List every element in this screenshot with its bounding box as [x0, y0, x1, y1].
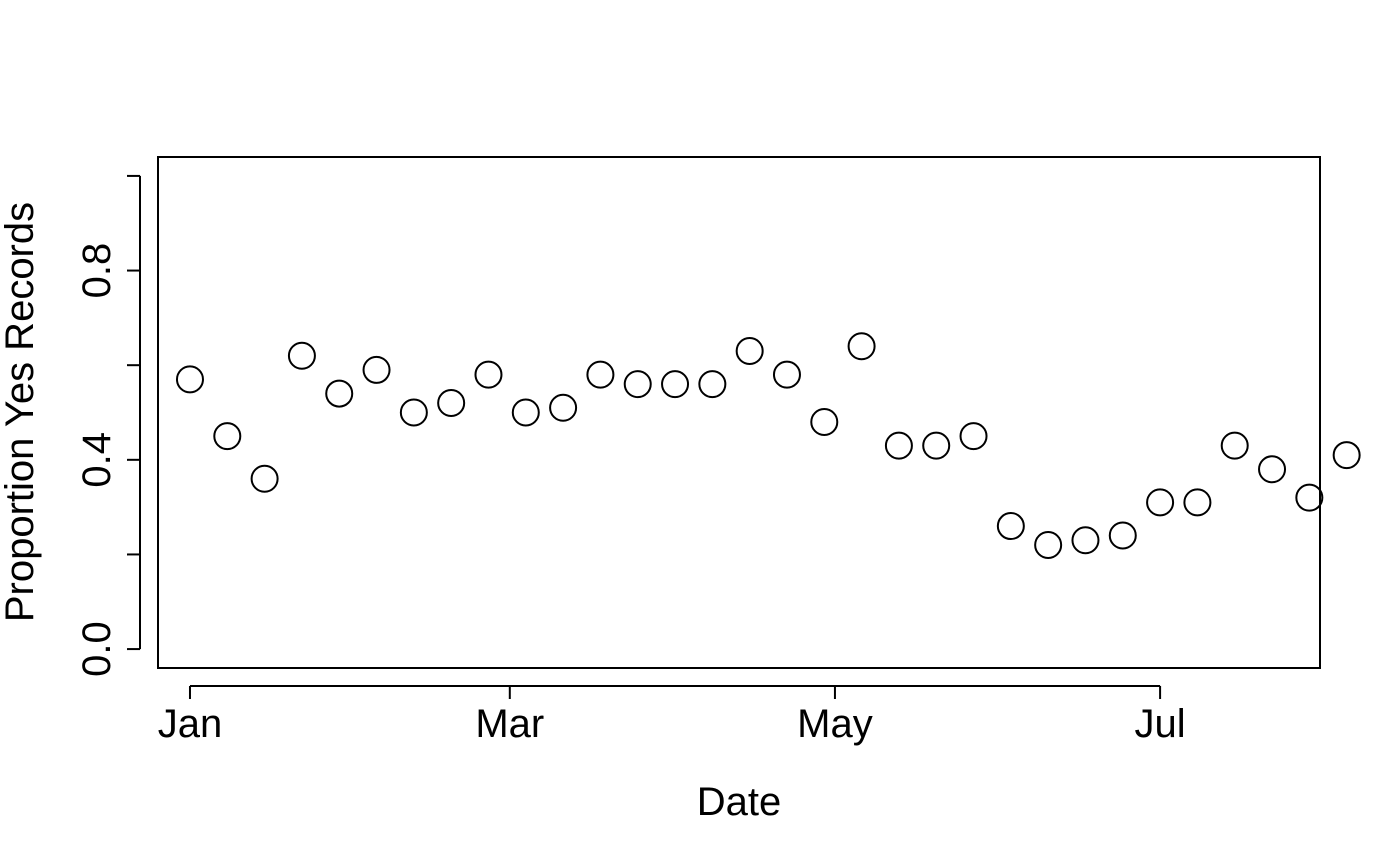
- data-point: [922, 431, 951, 460]
- data-point: [847, 332, 876, 361]
- y-tick-label: 0.0: [75, 621, 119, 677]
- data-point: [213, 422, 242, 451]
- data-point: [1183, 488, 1212, 517]
- data-point: [362, 355, 391, 384]
- x-tick-label: Mar: [475, 702, 544, 746]
- data-point: [772, 360, 801, 389]
- y-axis-label: Proportion Yes Records: [0, 202, 42, 622]
- data-point: [735, 336, 764, 365]
- data-point: [474, 360, 503, 389]
- data-point: [325, 379, 354, 408]
- data-point: [1034, 530, 1063, 559]
- x-axis: Jan Mar May Jul: [158, 685, 1186, 746]
- data-point: [175, 365, 204, 394]
- x-tick-label: Jan: [158, 702, 223, 746]
- data-point: [1146, 488, 1175, 517]
- data-point: [586, 360, 615, 389]
- data-points: [175, 332, 1361, 559]
- data-point: [623, 370, 652, 399]
- data-point: [250, 464, 279, 493]
- y-tick-label: 0.8: [75, 243, 119, 299]
- y-axis: 0.0 0.4 0.8: [75, 174, 141, 677]
- data-point: [437, 389, 466, 418]
- data-point: [661, 370, 690, 399]
- data-point: [959, 422, 988, 451]
- x-tick-label: May: [797, 702, 873, 746]
- data-point: [1295, 483, 1324, 512]
- data-point: [1108, 521, 1137, 550]
- data-point: [698, 370, 727, 399]
- x-axis-label: Date: [697, 780, 782, 824]
- data-point: [884, 431, 913, 460]
- plot-frame: [157, 156, 1321, 669]
- data-point: [549, 393, 578, 422]
- data-point: [287, 341, 316, 370]
- data-point: [1220, 431, 1249, 460]
- y-tick-label: 0.4: [75, 432, 119, 488]
- data-point: [1332, 441, 1361, 470]
- x-tick-label: Jul: [1135, 702, 1186, 746]
- data-point: [511, 398, 540, 427]
- data-point: [399, 398, 428, 427]
- data-point: [1071, 526, 1100, 555]
- data-point: [996, 512, 1025, 541]
- data-point: [1258, 455, 1287, 484]
- data-point: [810, 407, 839, 436]
